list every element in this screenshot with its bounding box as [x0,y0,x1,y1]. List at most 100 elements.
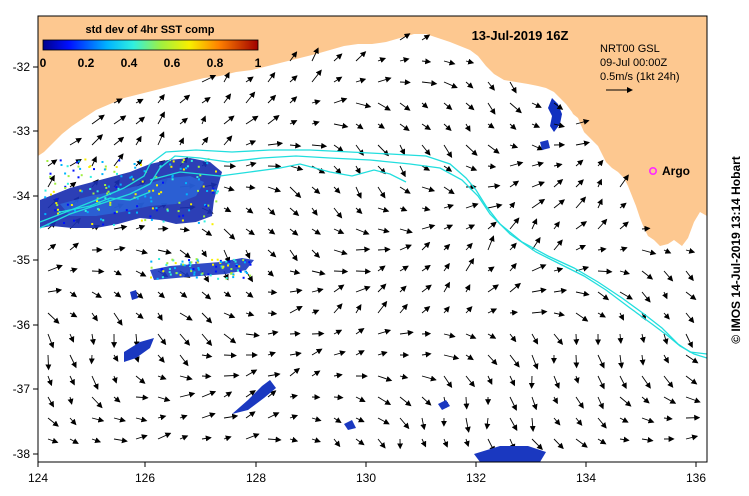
current-arrow [245,390,256,398]
sst-speckle [174,262,177,265]
sst-speckle [44,196,47,199]
sst-speckle [57,208,59,211]
current-arrow [68,333,75,343]
current-arrow [377,283,387,293]
sst-speckle [113,212,116,215]
current-arrow [619,246,628,253]
current-arrow [509,396,517,411]
sst-speckle [104,184,107,186]
current-arrow [597,375,605,390]
sst-speckle [144,219,147,222]
current-arrow [333,438,341,448]
sst-speckle [119,183,122,186]
current-arrow [69,137,82,146]
sst-speckle [64,172,67,175]
current-arrow [69,181,77,188]
current-arrow [443,203,454,210]
current-arrow [355,51,367,62]
current-arrow [421,80,438,87]
current-arrow [223,413,239,420]
current-arrow [179,435,189,441]
sst-speckle [79,167,82,170]
current-arrow [597,218,608,230]
current-arrow [641,396,650,404]
current-arrow [575,417,583,426]
current-arrow [91,312,98,322]
current-arrow [333,53,343,62]
current-arrow [201,97,211,104]
current-arrow [377,417,390,425]
current-arrow [465,224,476,230]
current-arrow [91,114,105,125]
sst-speckle [215,200,218,203]
current-arrow [157,131,165,146]
sst-speckle [181,260,184,263]
current-arrow [509,142,519,149]
sst-speckle [209,274,212,277]
sst-speckle [169,273,172,276]
current-arrow [355,165,361,175]
current-arrow [509,242,517,251]
current-arrow [487,122,495,129]
sst-speckle [171,175,174,178]
current-arrow [399,228,413,234]
sst-speckle [139,159,141,162]
current-arrow [311,69,322,83]
y-tick-label: -37 [13,382,31,396]
current-arrow [46,375,53,387]
current-arrow [223,435,232,442]
sst-speckle [242,276,245,279]
current-arrow [641,270,654,280]
sst-speckle [161,276,164,279]
current-arrow [663,354,669,364]
current-arrow [333,249,348,256]
current-arrow [289,393,298,400]
current-arrow [179,374,193,381]
current-arrow [465,58,475,65]
sst-speckle [117,187,120,190]
current-arrow [135,248,148,255]
current-arrow [597,396,604,410]
current-arrow [245,115,259,125]
current-arrow [553,438,564,450]
sst-speckle [234,260,237,263]
sst-speckle [249,274,252,277]
sst-speckle [249,263,252,266]
current-arrow [355,77,367,84]
current-arrow [355,396,366,402]
sst-speckle [54,209,57,212]
sst-speckle [211,258,214,261]
current-arrow [113,291,122,298]
sst-speckle [109,204,112,206]
current-arrow [113,224,128,231]
current-arrow [113,245,126,252]
current-arrow [289,120,298,126]
y-tick-label: -38 [13,447,31,461]
current-arrow [112,354,119,362]
sst-speckle [150,260,153,263]
sst-speckle [93,168,95,171]
current-arrow [201,373,212,380]
current-arrow [289,186,302,199]
current-arrow [113,312,123,326]
current-arrow [201,249,207,258]
current-arrow [245,433,260,440]
sst-speckle [216,190,219,193]
current-arrow [355,144,364,156]
sst-speckle [206,162,209,165]
current-arrow [639,354,646,366]
y-tick-label: -32 [13,60,31,74]
current-arrow [597,438,607,445]
sst-speckle [244,270,247,273]
current-arrow [619,375,627,389]
sst-speckle [190,270,193,273]
sst-speckle [141,180,144,183]
current-arrow [465,81,474,89]
current-arrow [597,417,607,429]
current-arrow [179,291,188,298]
sst-speckle [171,178,174,181]
current-arrow [618,312,624,321]
current-arrow [201,312,213,324]
current-arrow [399,165,406,178]
current-arrow [531,438,543,451]
